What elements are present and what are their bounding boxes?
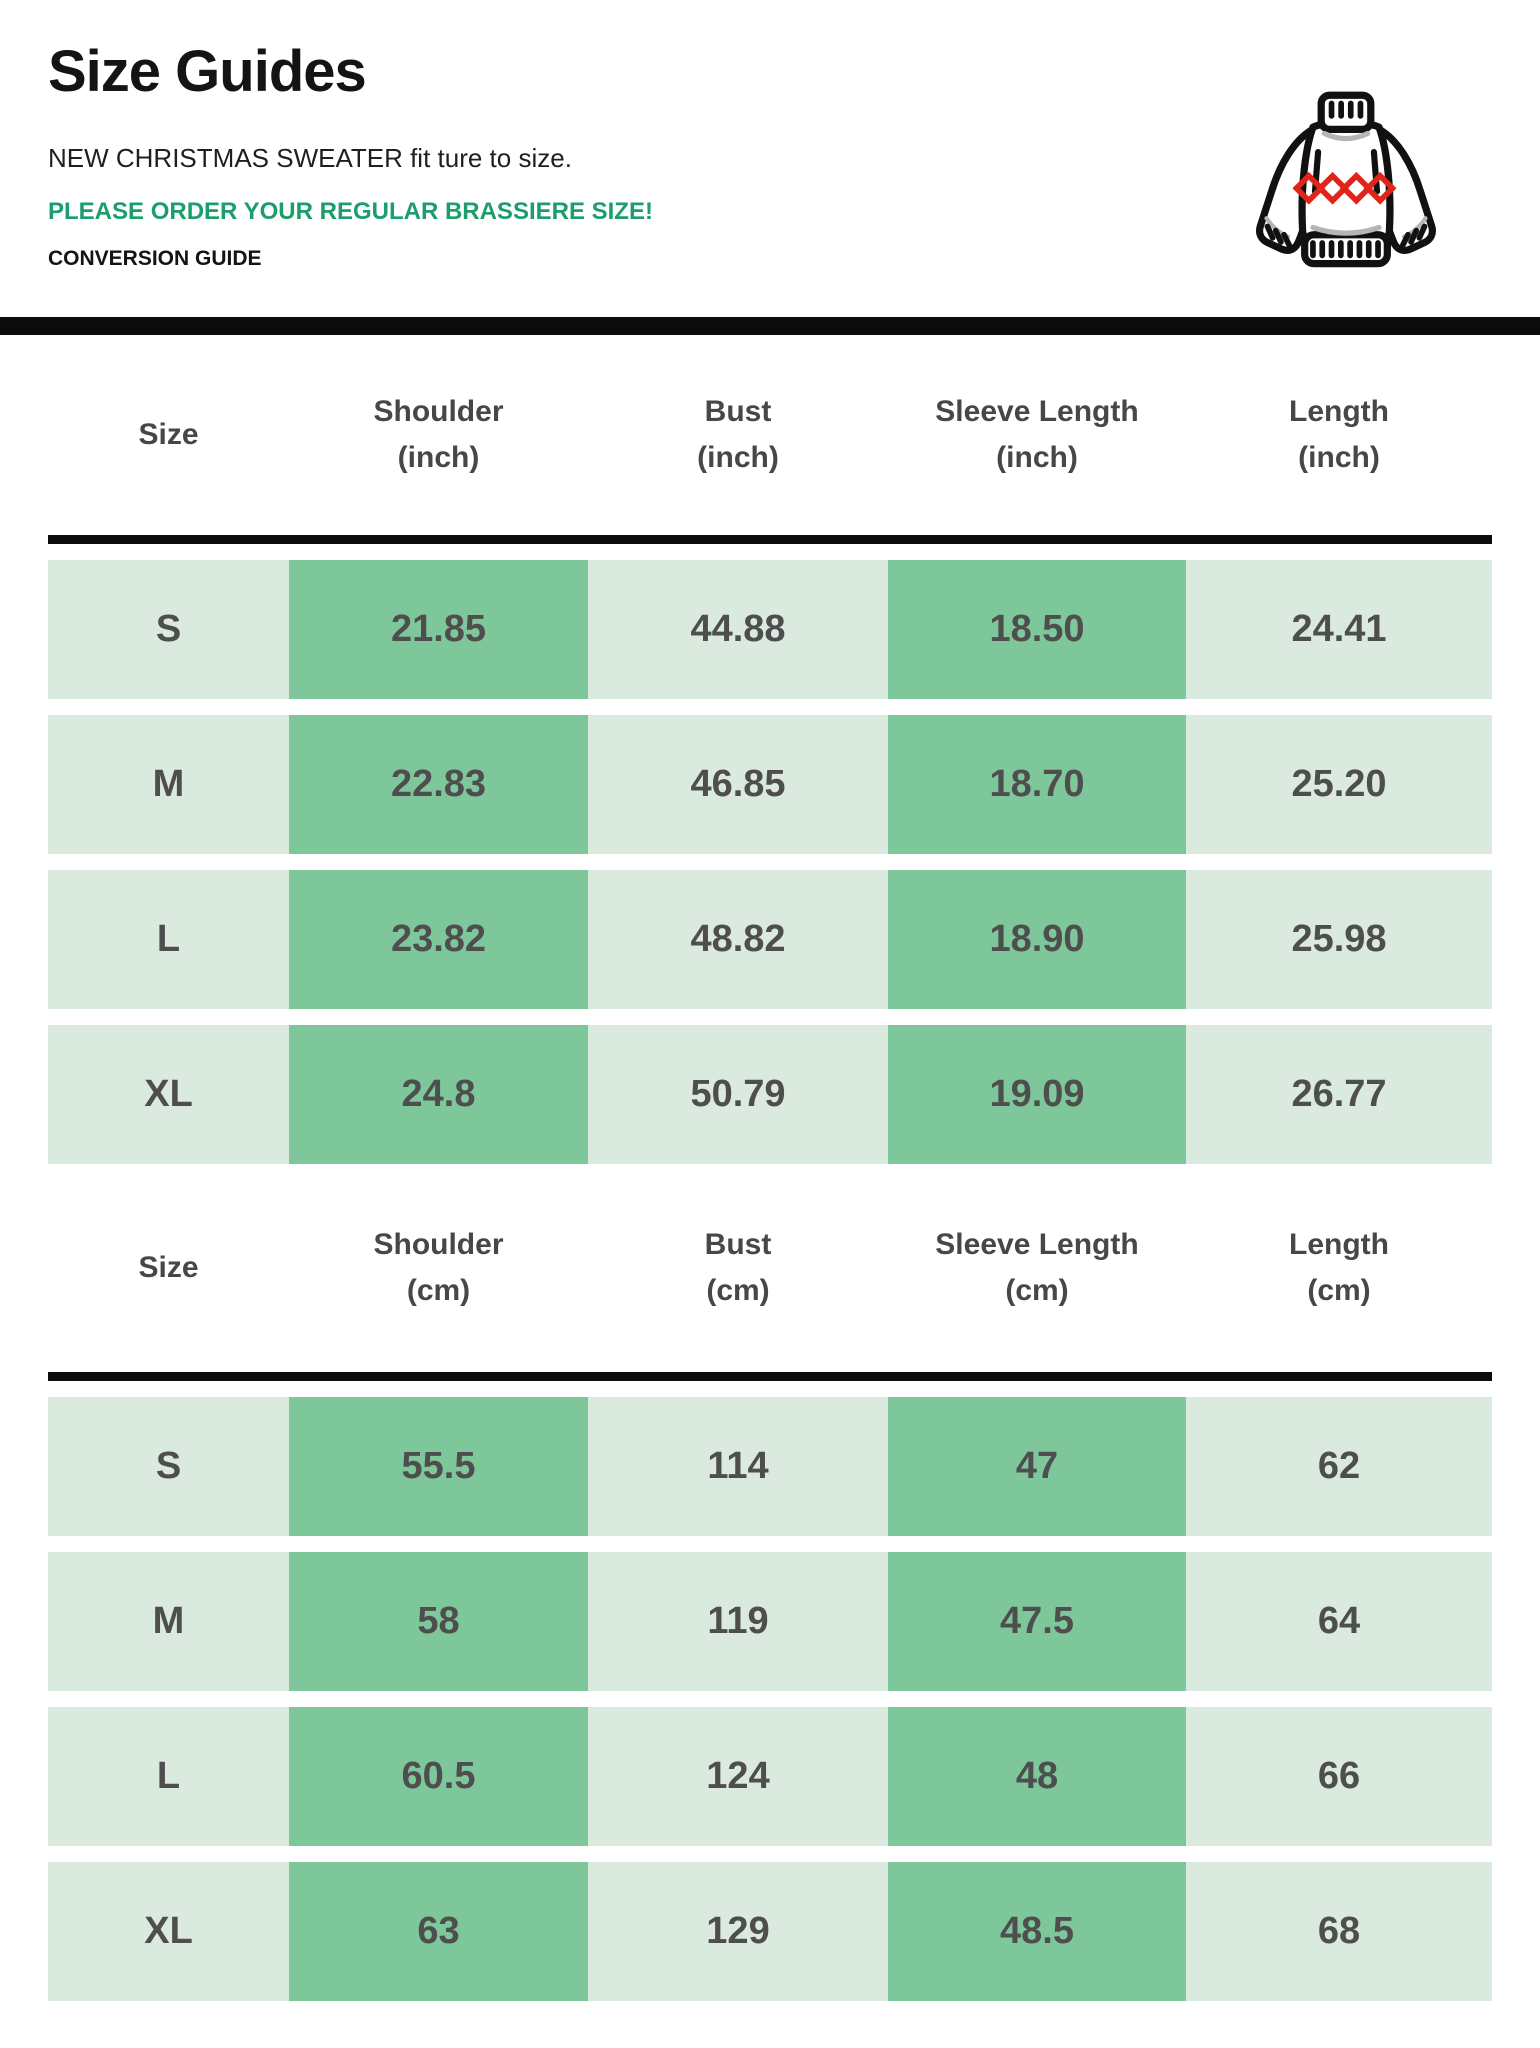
value-cell: 19.09 <box>888 1025 1186 1165</box>
size-cell: L <box>48 870 289 1010</box>
header-divider <box>48 1372 1492 1382</box>
value-cell: 64 <box>1186 1552 1492 1692</box>
value-cell: 114 <box>588 1397 888 1537</box>
col-header-bust: Bust (inch) <box>697 394 779 475</box>
col-header-sleeve-length: Sleeve Length (inch) <box>935 394 1139 475</box>
size-cell: M <box>48 1552 289 1692</box>
table-row: M 22.83 46.85 18.70 25.20 <box>48 715 1492 855</box>
value-cell: 25.98 <box>1186 870 1492 1010</box>
value-cell: 18.90 <box>888 870 1186 1010</box>
value-cell: 21.85 <box>289 560 588 700</box>
header: Size Guides NEW CHRISTMAS SWEATER fit tu… <box>0 0 1540 271</box>
col-header-length: Length (inch) <box>1289 394 1389 475</box>
value-cell: 63 <box>289 1862 588 2002</box>
value-cell: 22.83 <box>289 715 588 855</box>
value-cell: 46.85 <box>588 715 888 855</box>
value-cell: 50.79 <box>588 1025 888 1165</box>
table-row: S 55.5 114 47 62 <box>48 1397 1492 1537</box>
col-header-shoulder: Shoulder (inch) <box>373 394 504 475</box>
value-cell: 68 <box>1186 1862 1492 2002</box>
order-notice: PLEASE ORDER YOUR REGULAR BRASSIERE SIZE… <box>48 197 653 225</box>
col-header-size: Size <box>138 418 199 452</box>
size-cell: S <box>48 560 289 700</box>
value-cell: 48.5 <box>888 1862 1186 2002</box>
col-header-size: Size <box>138 1251 199 1285</box>
value-cell: 66 <box>1186 1707 1492 1847</box>
page-title: Size Guides <box>48 39 367 104</box>
size-cell: L <box>48 1707 289 1847</box>
value-cell: 119 <box>588 1552 888 1692</box>
value-cell: 62 <box>1186 1397 1492 1537</box>
size-cell: XL <box>48 1862 289 2002</box>
value-cell: 23.82 <box>289 870 588 1010</box>
header-divider <box>48 535 1492 545</box>
value-cell: 18.70 <box>888 715 1186 855</box>
size-tables: Size Shoulder (inch) Bust (inch) Sleeve … <box>0 335 1540 2002</box>
value-cell: 48 <box>888 1707 1186 1847</box>
value-cell: 58 <box>289 1552 588 1692</box>
conversion-guide-label: CONVERSION GUIDE <box>48 247 262 271</box>
value-cell: 60.5 <box>289 1707 588 1847</box>
value-cell: 25.20 <box>1186 715 1492 855</box>
cm-table-header: Size Shoulder (cm) Bust (cm) Sleeve Leng… <box>48 1164 1492 1372</box>
fit-subtitle: NEW CHRISTMAS SWEATER fit ture to size. <box>48 142 572 173</box>
value-cell: 47 <box>888 1397 1186 1537</box>
value-cell: 24.8 <box>289 1025 588 1165</box>
value-cell: 44.88 <box>588 560 888 700</box>
christmas-sweater-icon <box>1256 91 1436 268</box>
size-cell: M <box>48 715 289 855</box>
top-black-bar <box>0 317 1540 336</box>
table-row: XL 63 129 48.5 68 <box>48 1862 1492 2002</box>
value-cell: 18.50 <box>888 560 1186 700</box>
value-cell: 124 <box>588 1707 888 1847</box>
value-cell: 48.82 <box>588 870 888 1010</box>
value-cell: 55.5 <box>289 1397 588 1537</box>
size-cell: S <box>48 1397 289 1537</box>
table-row: L 60.5 124 48 66 <box>48 1707 1492 1847</box>
table-row: S 21.85 44.88 18.50 24.41 <box>48 560 1492 700</box>
table-row: L 23.82 48.82 18.90 25.98 <box>48 870 1492 1010</box>
value-cell: 24.41 <box>1186 560 1492 700</box>
value-cell: 26.77 <box>1186 1025 1492 1165</box>
value-cell: 129 <box>588 1862 888 2002</box>
col-header-sleeve-length: Sleeve Length (cm) <box>935 1227 1139 1308</box>
col-header-shoulder: Shoulder (cm) <box>373 1227 504 1308</box>
table-row: M 58 119 47.5 64 <box>48 1552 1492 1692</box>
inch-table-header: Size Shoulder (inch) Bust (inch) Sleeve … <box>48 335 1492 535</box>
size-cell: XL <box>48 1025 289 1165</box>
table-row: XL 24.8 50.79 19.09 26.77 <box>48 1025 1492 1165</box>
value-cell: 47.5 <box>888 1552 1186 1692</box>
col-header-length: Length (cm) <box>1289 1227 1389 1308</box>
col-header-bust: Bust (cm) <box>704 1227 772 1308</box>
